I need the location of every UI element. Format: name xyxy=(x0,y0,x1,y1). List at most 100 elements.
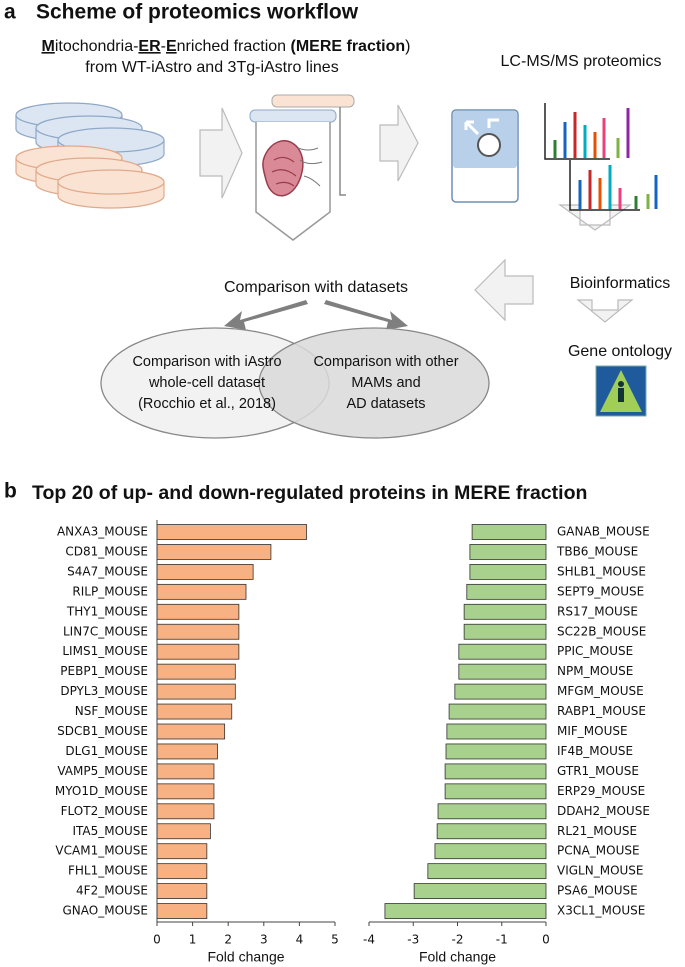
step-label: Comparison with datasets xyxy=(224,279,408,296)
category-label: RL21_MOUSE xyxy=(557,824,637,838)
bar xyxy=(156,643,240,660)
venn-label: Comparison with iAstro xyxy=(132,354,281,370)
bar xyxy=(466,583,547,600)
category-label: MIF_MOUSE xyxy=(557,724,628,738)
scheme-title: Scheme of proteomics workflow xyxy=(36,1,359,24)
source-part: M xyxy=(41,38,54,55)
x-tick-label: -2 xyxy=(452,933,464,947)
bar xyxy=(463,623,547,640)
culture-dishes xyxy=(15,145,165,209)
category-label: DDAH2_MOUSE xyxy=(557,804,650,818)
source-part: (MERE fraction xyxy=(291,38,406,55)
spectra xyxy=(544,103,658,211)
category-label: ERP29_MOUSE xyxy=(557,784,645,798)
category-label: MYO1D_MOUSE xyxy=(55,784,148,798)
bar xyxy=(156,883,208,899)
category-label: VCAM1_MOUSE xyxy=(55,844,148,858)
bar xyxy=(156,743,218,760)
x-tick-label: 0 xyxy=(542,933,550,947)
venn-circle xyxy=(258,327,490,439)
source-part: - xyxy=(161,38,166,55)
x-tick-label: 4 xyxy=(296,933,304,947)
source-line: Mitochondria-ER-Enriched fraction (MERE … xyxy=(41,38,410,55)
category-label: ANXA3_MOUSE xyxy=(57,525,148,539)
bar xyxy=(156,903,208,919)
category-label: RABP1_MOUSE xyxy=(557,704,646,718)
venn-labels: Comparison with iAstro whole-cell dataset… xyxy=(132,354,458,412)
category-label: VIGLN_MOUSE xyxy=(557,864,644,878)
panel-letter: a xyxy=(4,1,16,24)
category-label: SEPT9_MOUSE xyxy=(557,584,644,598)
category-label: DLG1_MOUSE xyxy=(65,744,148,758)
bar xyxy=(156,683,236,700)
category-label: FLOT2_MOUSE xyxy=(61,804,148,818)
bar xyxy=(156,703,233,720)
category-label: PEBP1_MOUSE xyxy=(60,664,148,678)
bar xyxy=(454,683,547,700)
bar xyxy=(448,703,547,720)
x-tick-label: -4 xyxy=(363,933,375,947)
category-label: IF4B_MOUSE xyxy=(557,744,633,758)
bar xyxy=(156,863,208,880)
bar xyxy=(413,883,547,899)
category-label: THY1_MOUSE xyxy=(66,604,148,618)
category-label: SDCB1_MOUSE xyxy=(57,724,148,738)
bar xyxy=(156,603,240,620)
category-label: X3CL1_MOUSE xyxy=(557,904,645,918)
category-label: SHLB1_MOUSE xyxy=(557,564,646,578)
source-part: ER xyxy=(138,38,161,55)
bar xyxy=(156,823,211,840)
x-axis-label: Fold change xyxy=(419,949,496,965)
bar xyxy=(437,803,547,820)
venn-label: (Rocchio et al., 2018) xyxy=(138,396,276,412)
panel-title: Top 20 of up- and down-regulated protein… xyxy=(32,482,587,504)
bar xyxy=(156,783,215,800)
bar xyxy=(156,524,307,540)
category-label: TBB6_MOUSE xyxy=(556,544,638,558)
bar xyxy=(156,763,215,780)
x-tick-label: 2 xyxy=(224,933,232,947)
category-label: LIMS1_MOUSE xyxy=(62,644,148,658)
bar xyxy=(436,823,547,840)
bar xyxy=(469,544,547,560)
source-part: ) xyxy=(405,38,410,55)
category-label: LIN7C_MOUSE xyxy=(63,624,148,638)
bar xyxy=(458,663,547,680)
category-label: GTR1_MOUSE xyxy=(557,764,639,778)
split-arrow xyxy=(224,300,408,330)
category-label: RILP_MOUSE xyxy=(72,584,148,598)
category-label: GANAB_MOUSE xyxy=(557,525,650,539)
instrument xyxy=(451,109,519,203)
venn-label: MAMs and xyxy=(351,375,420,391)
bar xyxy=(384,903,547,919)
category-label: NPM_MOUSE xyxy=(557,664,633,678)
bar xyxy=(444,763,547,780)
source-part: E xyxy=(166,38,177,55)
category-label: PCNA_MOUSE xyxy=(557,844,640,858)
step-label: Gene ontology xyxy=(568,343,672,360)
bar xyxy=(156,544,272,560)
x-tick-label: 5 xyxy=(331,933,339,947)
category-label: GNAO_MOUSE xyxy=(63,904,149,918)
bar xyxy=(458,643,547,660)
category-label: S4A7_MOUSE xyxy=(67,564,148,578)
bar xyxy=(463,603,547,620)
source-line: from WT-iAstro and 3Tg-iAstro lines xyxy=(85,59,338,76)
category-label: NSF_MOUSE xyxy=(75,704,148,718)
bar xyxy=(156,663,236,680)
bar xyxy=(156,564,254,580)
step-label: LC-MS/MS proteomics xyxy=(501,53,662,70)
panel-letter: b xyxy=(4,480,17,503)
category-label: PSA6_MOUSE xyxy=(557,884,638,898)
category-label: FHL1_MOUSE xyxy=(68,864,148,878)
go-icon xyxy=(595,365,647,417)
venn-label: AD datasets xyxy=(347,396,426,412)
bar xyxy=(471,524,547,540)
bar xyxy=(446,723,547,740)
x-tick-label: -1 xyxy=(496,933,508,947)
category-label: 4F2_MOUSE xyxy=(76,884,148,898)
charts: ANXA3_MOUSE CD81_MOUSE S4A7_MOUSE RILP_MOUS… xyxy=(55,520,650,965)
bar xyxy=(444,783,547,800)
source-part: itochondria- xyxy=(55,38,139,55)
